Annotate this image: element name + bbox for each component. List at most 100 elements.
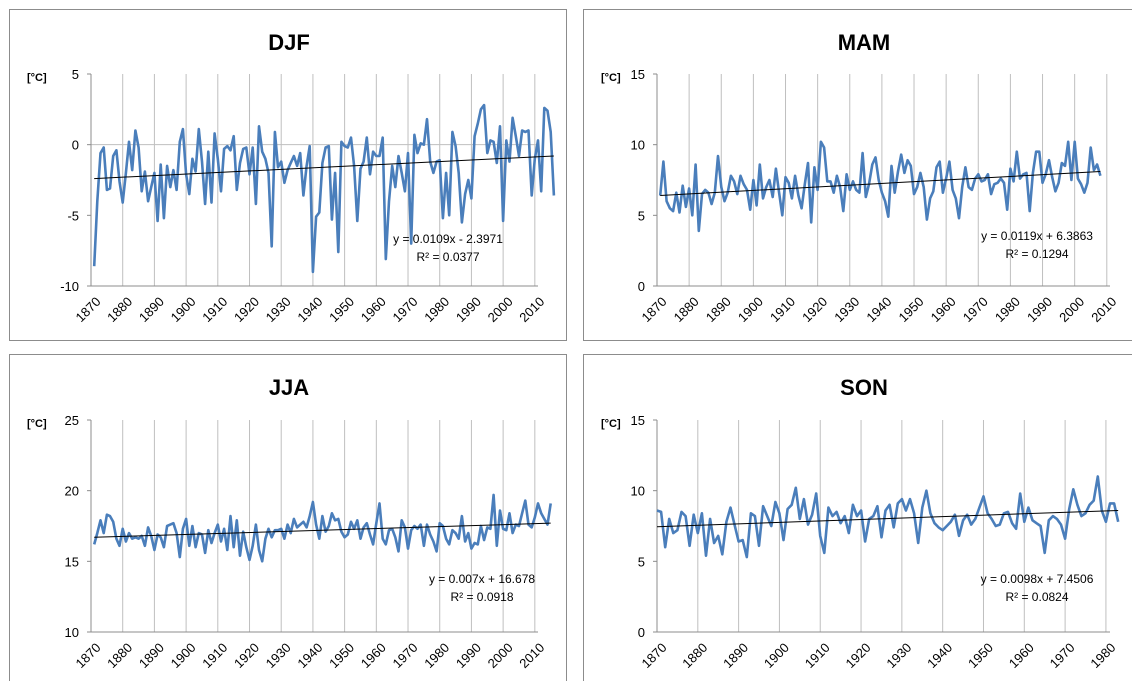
x-tick-label: 1890 [703, 294, 734, 325]
x-tick-label: 1940 [924, 640, 955, 671]
y-tick-label: 5 [638, 208, 645, 223]
y-tick-label: 0 [638, 625, 645, 640]
x-tick-label: 2000 [1056, 294, 1087, 325]
x-tick-label: 1990 [453, 640, 484, 671]
chart-panel-son: 15 10 5 0 1870 1880 1890 1900 1910 1920 1930 1940 19… [583, 354, 1132, 681]
x-tick-label: 1980 [421, 294, 452, 325]
x-tick-label: 1950 [326, 294, 357, 325]
x-tick-label: 1890 [136, 640, 167, 671]
chart-title: SON [840, 375, 888, 400]
x-tick-label: 1870 [72, 640, 103, 671]
y-tick-label: 0 [72, 138, 79, 153]
x-tick-label: 1920 [799, 294, 830, 325]
x-tick-label: 1960 [1006, 640, 1037, 671]
x-tick-label: 1880 [104, 640, 135, 671]
series-line [658, 140, 1102, 233]
x-tick-label: 1900 [735, 294, 766, 325]
y-tick-label: 15 [631, 413, 645, 428]
x-tick-label: 1930 [883, 640, 914, 671]
series-line [92, 103, 556, 274]
trend-equation: y = 0.0098x + 7.4506 [981, 572, 1094, 586]
trend-r2: R² = 0.0377 [416, 250, 479, 264]
x-tick-label: 1880 [104, 294, 135, 325]
x-tick-label: 1990 [453, 294, 484, 325]
y-tick-label: 10 [631, 484, 645, 499]
x-tick-label: 1940 [294, 294, 325, 325]
x-tick-label: 1950 [965, 640, 996, 671]
x-tick-label: 1920 [231, 640, 262, 671]
x-tick-label: 1970 [960, 294, 991, 325]
x-tick-label: 2010 [516, 640, 547, 671]
trend-line [94, 155, 554, 180]
trend-line [94, 522, 551, 538]
chart-panel-jja: 25 20 15 10 1870 1880 1890 1900 1910 1920 1930 1940… [9, 354, 567, 681]
x-tick-label: 1980 [992, 294, 1023, 325]
chart-title: MAM [838, 30, 891, 55]
x-tick-label: 1970 [1047, 640, 1078, 671]
x-tick-label: 2010 [516, 294, 547, 325]
y-tick-label: 5 [72, 67, 79, 82]
y-tick-label: 5 [638, 554, 645, 569]
y-tick-label: 25 [65, 413, 79, 428]
x-tick-label: 1930 [831, 294, 862, 325]
y-tick-label: 10 [65, 625, 79, 640]
x-tick-label: 1910 [767, 294, 798, 325]
y-tick-label: 0 [638, 279, 645, 294]
trend-line [656, 509, 1119, 528]
x-tick-label: 2000 [485, 294, 516, 325]
chart-title: JJA [269, 375, 309, 400]
trend-r2: R² = 0.0824 [1005, 590, 1068, 604]
trend-r2: R² = 0.0918 [450, 590, 513, 604]
x-tick-label: 1900 [168, 640, 199, 671]
x-tick-label: 1960 [358, 640, 389, 671]
y-unit-label: [°C] [601, 72, 621, 84]
x-tick-label: 1950 [326, 640, 357, 671]
trend-equation: y = 0.0119x + 6.3863 [981, 229, 1093, 243]
y-tick-label: 20 [65, 484, 79, 499]
y-tick-label: 15 [65, 554, 79, 569]
y-unit-label: [°C] [27, 72, 47, 84]
x-tick-label: 1880 [679, 640, 710, 671]
x-tick-label: 1920 [231, 294, 262, 325]
y-tick-label: 10 [631, 138, 645, 153]
x-tick-label: 1920 [843, 640, 874, 671]
x-tick-label: 1990 [1024, 294, 1055, 325]
x-tick-label: 1930 [263, 640, 294, 671]
x-tick-label: 2010 [1088, 294, 1119, 325]
x-tick-label: 1910 [199, 294, 230, 325]
x-tick-label: 1930 [263, 294, 294, 325]
trend-equation: y = 0.0109x - 2.3971 [393, 232, 503, 246]
trend-equation: y = 0.007x + 16.678 [429, 572, 535, 586]
x-tick-label: 1960 [928, 294, 959, 325]
x-tick-label: 1970 [390, 294, 421, 325]
x-tick-label: 1910 [802, 640, 833, 671]
trend-line [660, 171, 1101, 197]
chart-panel-djf: 5 0 -5 -10 1870 1880 1890 1900 1910 1920 1930 1940 1… [9, 9, 567, 341]
chart-title: DJF [268, 30, 310, 55]
x-tick-label: 1890 [720, 640, 751, 671]
series-line [92, 493, 552, 563]
x-tick-label: 1960 [358, 294, 389, 325]
x-tick-label: 1880 [671, 294, 702, 325]
x-tick-label: 2000 [485, 640, 516, 671]
trend-r2: R² = 0.1294 [1005, 247, 1068, 261]
y-tick-label: -10 [60, 279, 79, 294]
x-tick-label: 1940 [294, 640, 325, 671]
x-tick-label: 1870 [638, 294, 669, 325]
x-tick-label: 1970 [390, 640, 421, 671]
x-tick-label: 1870 [72, 294, 103, 325]
x-tick-label: 1890 [136, 294, 167, 325]
y-unit-label: [°C] [601, 418, 621, 430]
x-tick-label: 1980 [1087, 640, 1118, 671]
x-tick-label: 1870 [638, 640, 669, 671]
x-tick-label: 1980 [421, 640, 452, 671]
chart-panel-mam: 15 10 5 0 1870 1880 1890 1900 1910 1920 1930 1940 19… [583, 9, 1132, 341]
series-line [656, 475, 1120, 559]
x-tick-label: 1940 [863, 294, 894, 325]
x-tick-label: 1950 [896, 294, 927, 325]
x-tick-label: 1910 [199, 640, 230, 671]
y-tick-label: -5 [67, 208, 79, 223]
